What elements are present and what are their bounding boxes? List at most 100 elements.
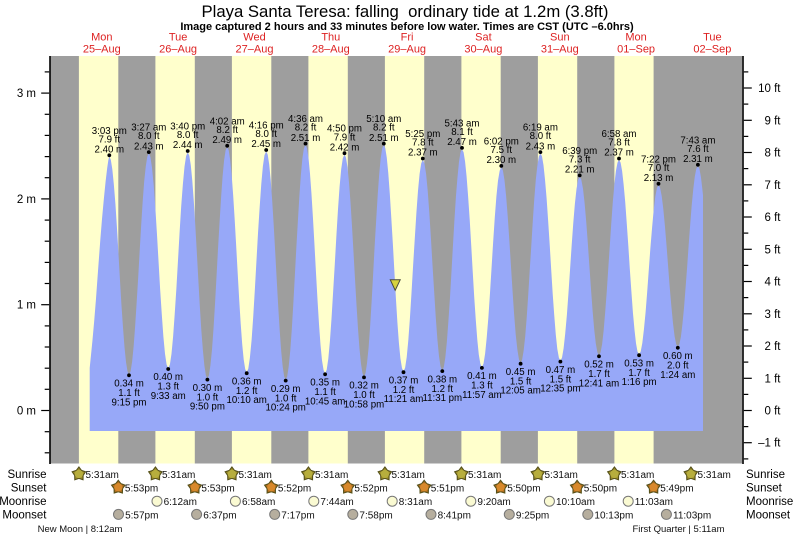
svg-text:2.44 m: 2.44 m [173,140,203,151]
svg-text:8.0 ft: 8.0 ft [177,130,199,141]
svg-text:–1 ft: –1 ft [758,438,781,450]
svg-text:2 m: 2 m [17,194,36,206]
svg-text:Playa Santa Teresa: falling o: Playa Santa Teresa: falling ordinary tid… [202,2,609,21]
svg-text:5:31am: 5:31am [468,470,501,481]
svg-text:2.51 m: 2.51 m [291,133,321,144]
svg-text:Moonset: Moonset [2,509,47,521]
svg-text:5:57pm: 5:57pm [125,510,158,521]
svg-text:1.1 ft: 1.1 ft [314,387,336,398]
svg-text:2 ft: 2 ft [765,341,782,353]
svg-text:9 ft: 9 ft [765,115,782,127]
svg-text:1.1 ft: 1.1 ft [118,388,140,399]
svg-text:1.5 ft: 1.5 ft [550,374,572,385]
svg-text:0.40 m: 0.40 m [153,372,183,383]
svg-text:6:37pm: 6:37pm [203,510,236,521]
svg-text:2.43 m: 2.43 m [526,141,556,152]
svg-text:8.1 ft: 8.1 ft [451,127,473,138]
svg-text:8.2 ft: 8.2 ft [216,125,238,136]
svg-text:1:24 am: 1:24 am [660,370,695,381]
svg-text:11:21 am: 11:21 am [384,394,424,405]
svg-text:Fri: Fri [401,32,414,44]
svg-text:Tue: Tue [703,32,722,44]
svg-text:7:44am: 7:44am [320,497,353,508]
svg-text:1.0 ft: 1.0 ft [353,390,375,401]
svg-text:Thu: Thu [321,32,340,44]
svg-text:6 ft: 6 ft [765,212,782,224]
svg-text:3 m: 3 m [17,88,36,100]
svg-text:4:50 pm: 4:50 pm [327,124,362,135]
svg-text:29–Aug: 29–Aug [388,43,426,55]
svg-text:5:31am: 5:31am [86,470,119,481]
svg-text:10 ft: 10 ft [758,83,781,95]
svg-text:Tue: Tue [169,32,188,44]
svg-text:8:31am: 8:31am [399,497,432,508]
svg-text:02–Sep: 02–Sep [693,43,731,55]
svg-text:10:10 am: 10:10 am [226,395,266,406]
svg-text:2.51 m: 2.51 m [369,133,399,144]
svg-text:1.5 ft: 1.5 ft [510,376,532,387]
svg-text:2.49 m: 2.49 m [212,135,242,146]
svg-text:1.2 ft: 1.2 ft [236,386,258,397]
svg-text:2.37 m: 2.37 m [604,148,634,159]
svg-text:7:17pm: 7:17pm [281,510,314,521]
svg-text:7.9 ft: 7.9 ft [334,132,356,143]
svg-text:7.6 ft: 7.6 ft [687,144,709,155]
svg-text:7.8 ft: 7.8 ft [412,138,434,149]
svg-text:5:50pm: 5:50pm [584,483,617,494]
svg-text:0.37 m: 0.37 m [389,375,419,386]
svg-text:12:35 pm: 12:35 pm [540,384,580,395]
svg-text:7.0 ft: 7.0 ft [648,163,670,174]
svg-text:7.5 ft: 7.5 ft [491,145,513,156]
svg-text:Mon: Mon [625,32,646,44]
svg-text:Sunset: Sunset [11,482,48,494]
svg-text:5:53pm: 5:53pm [125,483,158,494]
svg-text:6:58 am: 6:58 am [601,129,636,140]
svg-text:2.13 m: 2.13 m [644,173,674,184]
svg-text:2.45 m: 2.45 m [251,139,281,150]
svg-text:Sat: Sat [475,32,492,44]
svg-text:1.3 ft: 1.3 ft [471,381,493,392]
svg-text:6:12am: 6:12am [164,497,197,508]
svg-text:7.3 ft: 7.3 ft [569,155,591,166]
svg-text:5:25 pm: 5:25 pm [405,129,440,140]
svg-text:0.32 m: 0.32 m [349,381,379,392]
svg-text:0.34 m: 0.34 m [114,379,144,390]
svg-text:28–Aug: 28–Aug [312,43,350,55]
svg-text:1:16 pm: 1:16 pm [622,377,657,388]
svg-text:9:33 am: 9:33 am [151,391,186,402]
svg-text:0.30 m: 0.30 m [193,383,223,394]
svg-text:7:22 pm: 7:22 pm [641,154,676,165]
svg-text:5:49pm: 5:49pm [660,483,693,494]
svg-text:5:31am: 5:31am [621,470,654,481]
svg-text:New Moon | 8:12am: New Moon | 8:12am [38,524,123,535]
svg-text:5:52pm: 5:52pm [354,483,387,494]
svg-text:01–Sep: 01–Sep [617,43,655,55]
svg-text:1.7 ft: 1.7 ft [628,368,650,379]
svg-text:2.40 m: 2.40 m [94,145,124,156]
svg-text:1.2 ft: 1.2 ft [432,384,454,395]
svg-text:5:31am: 5:31am [239,470,272,481]
svg-text:0.47 m: 0.47 m [546,365,576,376]
svg-text:6:39 pm: 6:39 pm [562,146,597,157]
svg-text:Moonset: Moonset [746,509,791,521]
svg-text:0.52 m: 0.52 m [584,360,614,371]
svg-text:0.38 m: 0.38 m [427,374,457,385]
svg-text:6:02 pm: 6:02 pm [484,136,519,147]
svg-text:8 ft: 8 ft [765,148,782,160]
svg-text:31–Aug: 31–Aug [541,43,579,55]
svg-text:6:58am: 6:58am [242,497,275,508]
svg-text:7 ft: 7 ft [765,180,782,192]
svg-text:9:15 pm: 9:15 pm [111,397,146,408]
svg-text:2.31 m: 2.31 m [683,154,713,165]
svg-text:1 ft: 1 ft [765,373,782,385]
svg-text:Image captured 2 hours and 33: Image captured 2 hours and 33 minutes be… [180,21,634,33]
svg-text:0.53 m: 0.53 m [624,358,654,369]
svg-text:6:19 am: 6:19 am [523,123,558,134]
svg-text:1.2 ft: 1.2 ft [393,385,415,396]
svg-text:5:31am: 5:31am [315,470,348,481]
svg-text:0 ft: 0 ft [765,406,782,418]
svg-text:8.2 ft: 8.2 ft [295,123,317,134]
svg-text:7:58pm: 7:58pm [359,510,392,521]
svg-text:9:25pm: 9:25pm [516,510,549,521]
svg-text:5:31am: 5:31am [545,470,578,481]
